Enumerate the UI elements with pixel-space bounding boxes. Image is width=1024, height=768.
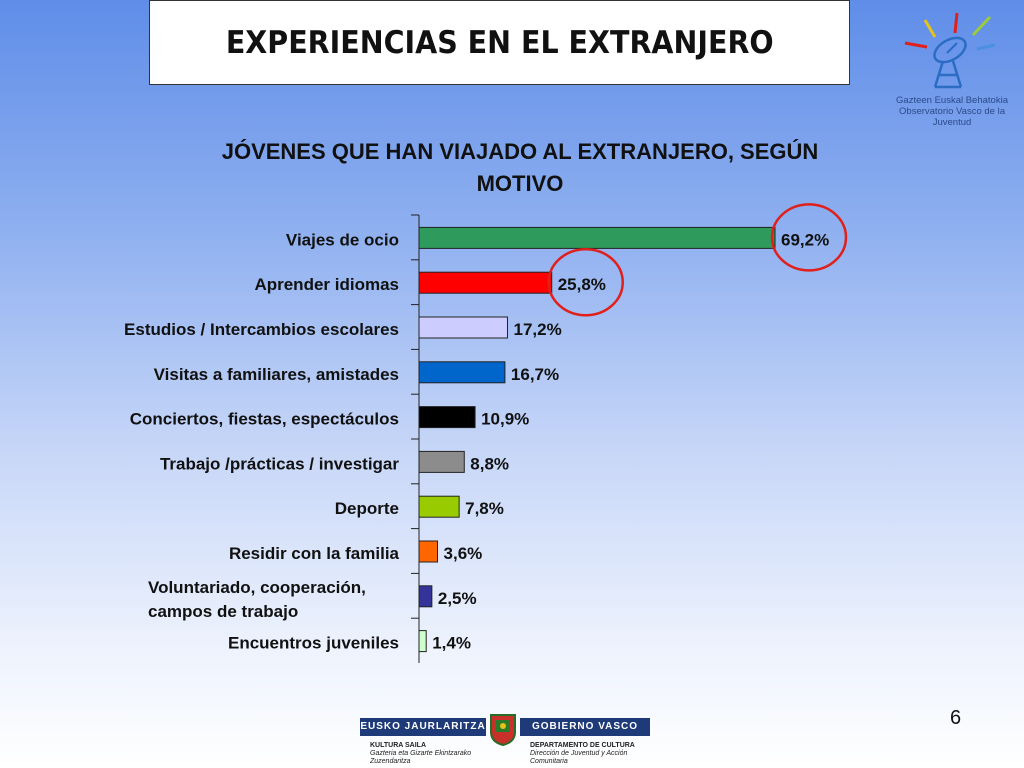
footer-right-dept: DEPARTAMENTO DE CULTURA Dirección de Juv… [530, 742, 635, 766]
footer-left-bar: EUSKO JAURLARITZA [360, 718, 486, 736]
satellite-dish-icon [904, 12, 996, 89]
observatory-logo [904, 12, 996, 89]
bar [418, 271, 553, 294]
logo-line-1: Gazteen Euskal Behatokia [896, 95, 1008, 106]
footer-right-sub-1: Dirección de Juventud y Acción [530, 750, 628, 757]
bar [418, 316, 508, 339]
footer-left-dept-name: KULTURA SAILA [370, 742, 426, 749]
category-label: Trabajo /prácticas / investigar [160, 454, 399, 473]
chart-title-line-1: JÓVENES QUE HAN VIAJADO AL EXTRANJERO, S… [221, 139, 819, 164]
category-label: Deporte [335, 499, 399, 518]
bar-value-label: 16,7% [511, 365, 559, 384]
coat-of-arms-icon [490, 714, 516, 746]
page-number: 6 [950, 707, 962, 729]
category-label: Estudios / Intercambios escolares [124, 320, 399, 339]
bar-value-label: 1,4% [432, 634, 471, 653]
bar-value-label: 10,9% [481, 410, 529, 429]
bar [418, 361, 506, 384]
chart-title-line-2: MOTIVO [476, 171, 564, 196]
footer-logo-band: EUSKO JAURLARITZA GOBIERNO VASCO KULTURA… [360, 712, 650, 768]
bar [418, 450, 465, 473]
bar-value-label: 8,8% [470, 454, 509, 473]
bar [418, 226, 776, 249]
bar [418, 540, 439, 563]
logo-line-2: Observatorio Vasco de la Juventud [899, 106, 1005, 128]
bar-value-label: 3,6% [444, 544, 483, 563]
bar-value-label: 69,2% [781, 230, 829, 249]
bar [418, 495, 460, 518]
slide-title-box: EXPERIENCIAS EN EL EXTRANJERO [149, 0, 850, 85]
category-label: Aprender idiomas [254, 275, 399, 294]
category-label: Conciertos, fiestas, espectáculos [130, 410, 399, 429]
footer-right-bar: GOBIERNO VASCO [520, 718, 650, 736]
chart-title: JÓVENES QUE HAN VIAJADO AL EXTRANJERO, S… [150, 136, 890, 200]
category-label: Visitas a familiares, amistades [154, 365, 399, 384]
footer-right-dept-name: DEPARTAMENTO DE CULTURA [530, 742, 635, 749]
footer-right-sub-2: Comunitaria [530, 758, 568, 765]
logo-caption: Gazteen Euskal Behatokia Observatorio Va… [880, 95, 1024, 128]
bar [418, 585, 433, 608]
bar-value-label: 17,2% [513, 320, 561, 339]
slide-title: EXPERIENCIAS EN EL EXTRANJERO [225, 24, 774, 61]
highlight-circle [547, 247, 624, 317]
highlight-circle [770, 203, 848, 272]
bar-value-label: 25,8% [558, 275, 606, 294]
bar-value-label: 2,5% [438, 589, 477, 608]
category-label: Encuentros juveniles [228, 634, 399, 653]
footer-left-dept: KULTURA SAILA Gazteria eta Gizarte Ekint… [370, 742, 471, 766]
category-label: Residir con la familia [229, 544, 400, 563]
footer-left-sub-1: Gazteria eta Gizarte Ekintzarako [370, 750, 472, 757]
bar-value-label: 7,8% [465, 499, 504, 518]
bar [418, 630, 427, 653]
category-label: Voluntariado, cooperación, campos de trab… [148, 578, 366, 621]
category-label: Viajes de ocio [286, 230, 399, 249]
bar [418, 406, 476, 429]
footer-left-sub-2: Zuzendaritza [370, 758, 411, 765]
